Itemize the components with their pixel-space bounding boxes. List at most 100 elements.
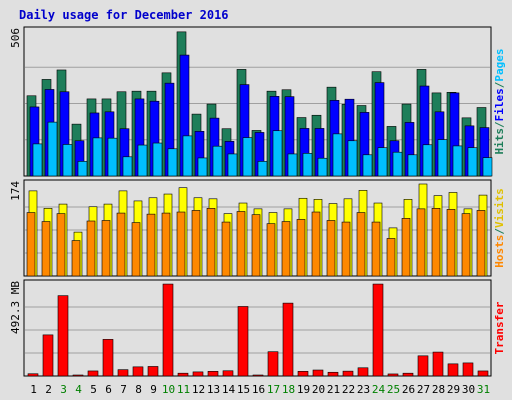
panel-transfer: 492.3 MB Transfer xyxy=(9,279,506,377)
bar-transfer-day-18 xyxy=(282,302,294,377)
bar-pages-day-22 xyxy=(347,140,358,177)
x-tick-label: 29 xyxy=(447,383,460,396)
bar-hosts-day-21 xyxy=(326,220,336,277)
bar-hosts-day-25 xyxy=(386,238,396,277)
bar-transfer-day-3 xyxy=(57,295,69,377)
bar-transfer-day-12 xyxy=(192,371,204,377)
y-max-label: 506 xyxy=(9,28,22,48)
bar-hosts-day-23 xyxy=(356,212,366,277)
bar-hosts-day-24 xyxy=(371,221,381,277)
y-max-label: 174 xyxy=(9,181,22,201)
bar-transfer-day-4 xyxy=(72,374,84,377)
chart-title: Daily usage for December 2016 xyxy=(19,8,229,22)
bar-transfer-day-23 xyxy=(357,367,369,377)
bar-hosts-day-2 xyxy=(41,221,51,277)
bar-hosts-day-5 xyxy=(86,220,96,277)
x-tick-label: 23 xyxy=(357,383,370,396)
bar-hosts-day-6 xyxy=(101,220,111,277)
x-tick-label: 27 xyxy=(417,383,430,396)
bar-pages-day-7 xyxy=(122,156,133,177)
bar-pages-day-16 xyxy=(257,161,268,177)
x-axis-day-labels: 1 2 3 4 5 6 7 8 9 10 11 12 13 14 15 16 17 18 19 20 21 22 23 24 2… xyxy=(30,383,490,396)
bar-hosts-day-13 xyxy=(206,208,216,277)
bar-hosts-day-22 xyxy=(341,221,351,277)
panel-frame xyxy=(23,279,492,377)
side-label-part: Hits xyxy=(493,128,506,155)
bar-transfer-day-1 xyxy=(27,373,39,377)
bar-pages-day-23 xyxy=(362,154,373,177)
side-label-hits-files-pages: Hits/Files/Pages xyxy=(493,49,506,155)
bar-transfer-day-17 xyxy=(267,351,279,377)
bar-hosts-day-14 xyxy=(221,221,231,277)
bar-transfer-day-8 xyxy=(132,366,144,377)
panel-hits-files-pages: 506 Hits/Files/Pages xyxy=(9,26,506,177)
side-label-part: Visits xyxy=(493,188,506,228)
x-tick-label: 8 xyxy=(135,383,142,396)
x-tick-label: 21 xyxy=(327,383,340,396)
bar-transfer-day-9 xyxy=(147,366,159,377)
bar-transfer-day-25 xyxy=(387,373,399,377)
x-tick-label: 4 xyxy=(75,383,82,396)
x-tick-label: 5 xyxy=(90,383,97,396)
x-tick-label: 30 xyxy=(462,383,475,396)
x-tick-label: 24 xyxy=(372,383,386,396)
bar-hosts-day-28 xyxy=(431,208,441,277)
bar-pages-day-3 xyxy=(62,144,73,177)
bar-pages-day-14 xyxy=(227,153,238,177)
bar-pages-day-4 xyxy=(77,161,88,177)
bar-transfer-day-6 xyxy=(102,339,114,377)
bar-hosts-day-11 xyxy=(176,211,186,277)
x-tick-label: 25 xyxy=(387,383,400,396)
side-label-visits-hosts: Hosts/Visits xyxy=(493,188,506,268)
bar-hosts-day-16 xyxy=(251,214,261,277)
bar-hosts-day-30 xyxy=(461,213,471,277)
bar-pages-day-20 xyxy=(317,157,328,177)
bar-hosts-day-7 xyxy=(116,212,126,277)
bar-pages-day-6 xyxy=(107,137,118,177)
bar-pages-day-29 xyxy=(452,145,463,177)
bar-transfer-day-31 xyxy=(477,370,489,377)
x-tick-label: 3 xyxy=(60,383,67,396)
bar-transfer-day-19 xyxy=(297,371,309,377)
bar-transfer-day-20 xyxy=(312,369,324,377)
bar-transfer-day-29 xyxy=(447,363,459,377)
bar-pages-day-21 xyxy=(332,133,343,177)
bar-pages-day-25 xyxy=(392,151,403,177)
bar-pages-day-8 xyxy=(137,144,148,177)
side-label-part: / xyxy=(493,81,506,88)
bar-hosts-day-1 xyxy=(26,212,36,277)
series-transfer xyxy=(27,283,489,377)
bar-pages-day-2 xyxy=(47,121,58,177)
bar-transfer-day-27 xyxy=(417,355,429,377)
x-tick-label: 2 xyxy=(45,383,52,396)
bar-pages-day-10 xyxy=(167,148,178,177)
x-tick-label: 31 xyxy=(477,383,490,396)
bar-pages-day-27 xyxy=(422,144,433,177)
bar-pages-day-13 xyxy=(212,145,223,177)
bar-pages-day-24 xyxy=(377,147,388,177)
side-label-transfer: Transfer xyxy=(493,301,506,354)
bar-hosts-day-27 xyxy=(416,208,426,277)
bar-transfer-day-26 xyxy=(402,372,414,377)
bar-hosts-day-9 xyxy=(146,213,156,277)
bar-pages-day-17 xyxy=(272,130,283,177)
bar-transfer-day-16 xyxy=(252,374,264,377)
bar-pages-day-9 xyxy=(152,142,163,177)
bar-pages-day-19 xyxy=(302,153,313,177)
bar-transfer-day-24 xyxy=(372,283,384,377)
x-tick-label: 1 xyxy=(30,383,37,396)
side-label-part: / xyxy=(493,228,506,235)
x-tick-label: 22 xyxy=(342,383,355,396)
bar-hosts-day-17 xyxy=(266,223,276,277)
side-label-part: Transfer xyxy=(493,301,506,354)
bar-hosts-day-4 xyxy=(71,240,81,277)
series-hosts xyxy=(26,208,486,277)
bar-hosts-day-8 xyxy=(131,222,141,277)
side-label-part: / xyxy=(493,121,506,128)
series-pages xyxy=(32,121,493,177)
bar-transfer-day-15 xyxy=(237,306,249,377)
bar-pages-day-12 xyxy=(197,157,208,177)
x-tick-label: 17 xyxy=(267,383,280,396)
bar-transfer-day-14 xyxy=(222,370,234,377)
x-tick-label: 12 xyxy=(192,383,205,396)
